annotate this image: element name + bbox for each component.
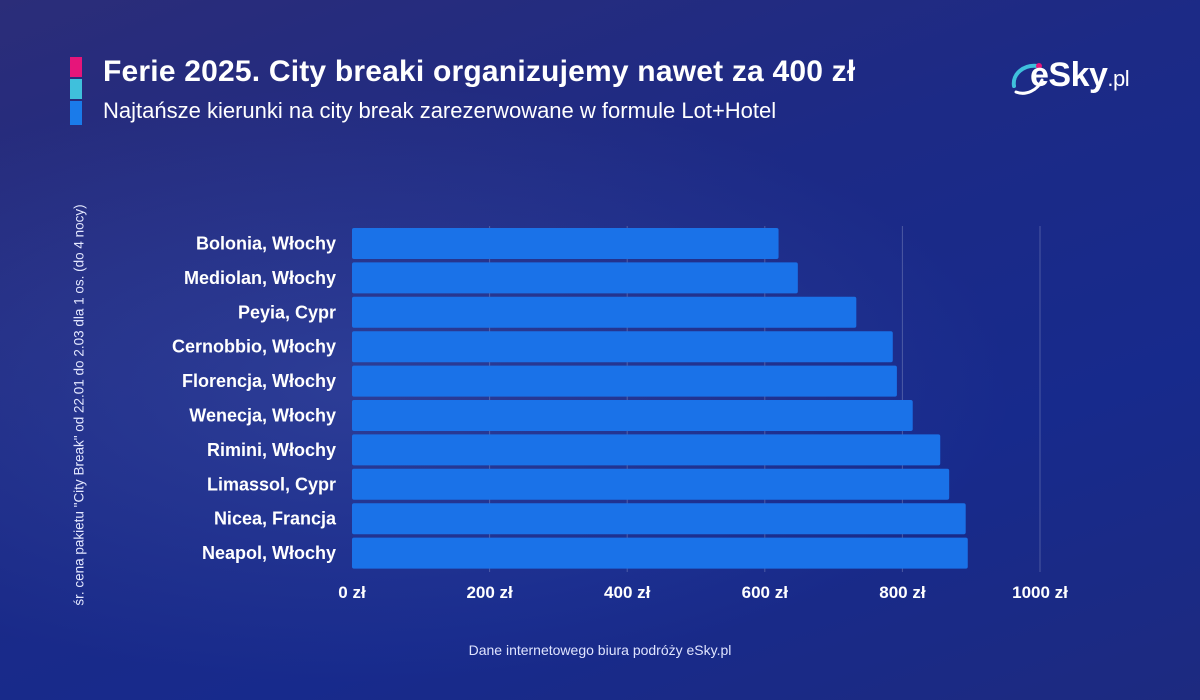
category-label-3: Cernobbio, Włochy (172, 337, 336, 357)
bar-4 (352, 365, 897, 397)
category-label-4: Florencja, Włochy (182, 371, 336, 391)
esky-logo[interactable]: eSky.pl (1008, 56, 1138, 100)
x-tick-label-5: 1000 zł (1012, 583, 1068, 602)
accent-bar-cyan (70, 79, 82, 99)
category-label-6: Rimini, Włochy (207, 440, 336, 460)
accent-bar-pink (70, 57, 82, 77)
bar-2 (352, 296, 857, 328)
x-tick-label-2: 400 zł (604, 583, 651, 602)
bar-9 (352, 537, 968, 569)
category-label-5: Wenecja, Włochy (189, 406, 336, 426)
logo-name: eSky (1030, 56, 1108, 94)
category-label-7: Limassol, Cypr (207, 474, 336, 494)
bar-7 (352, 468, 950, 500)
chart-subtitle: Najtańsze kierunki na city break zarezer… (103, 98, 777, 123)
accent-bar-blue (70, 101, 82, 125)
x-tick-label-4: 800 zł (879, 583, 926, 602)
category-label-8: Nicea, Francja (214, 509, 337, 529)
category-label-2: Peyia, Cypr (238, 302, 336, 322)
plane-swoosh-icon (1011, 63, 1044, 95)
bar-8 (352, 503, 966, 535)
chart-title: Ferie 2025. City breaki organizujemy naw… (103, 55, 856, 88)
category-label-9: Neapol, Włochy (202, 543, 336, 563)
x-tick-label-1: 200 zł (466, 583, 513, 602)
x-tick-label-0: 0 zł (338, 583, 366, 602)
bar-5 (352, 400, 913, 431)
x-tick-label-3: 600 zł (742, 583, 789, 602)
logo-wordmark: eSky.pl (1030, 56, 1130, 95)
source-note: Dane internetowego biura podróży eSky.pl (468, 642, 732, 658)
category-label-1: Mediolan, Włochy (184, 268, 336, 288)
bar-1 (352, 262, 798, 294)
bar-3 (352, 331, 893, 363)
category-label-0: Bolonia, Włochy (196, 234, 336, 254)
bar-6 (352, 434, 941, 466)
logo-tld: .pl (1107, 66, 1130, 91)
bar-0 (352, 228, 779, 259)
